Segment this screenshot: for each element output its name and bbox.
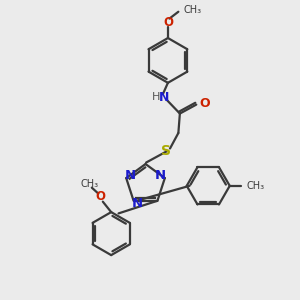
Text: CH₃: CH₃	[246, 181, 264, 191]
Text: O: O	[163, 16, 173, 29]
Text: S: S	[161, 145, 171, 158]
Text: CH₃: CH₃	[183, 5, 202, 15]
Text: N: N	[132, 197, 143, 210]
Text: N: N	[125, 169, 136, 182]
Text: N: N	[155, 169, 166, 182]
Text: H: H	[152, 92, 160, 102]
Text: N: N	[159, 91, 169, 103]
Text: CH₃: CH₃	[81, 179, 99, 189]
Text: O: O	[200, 97, 211, 110]
Text: O: O	[96, 190, 106, 203]
